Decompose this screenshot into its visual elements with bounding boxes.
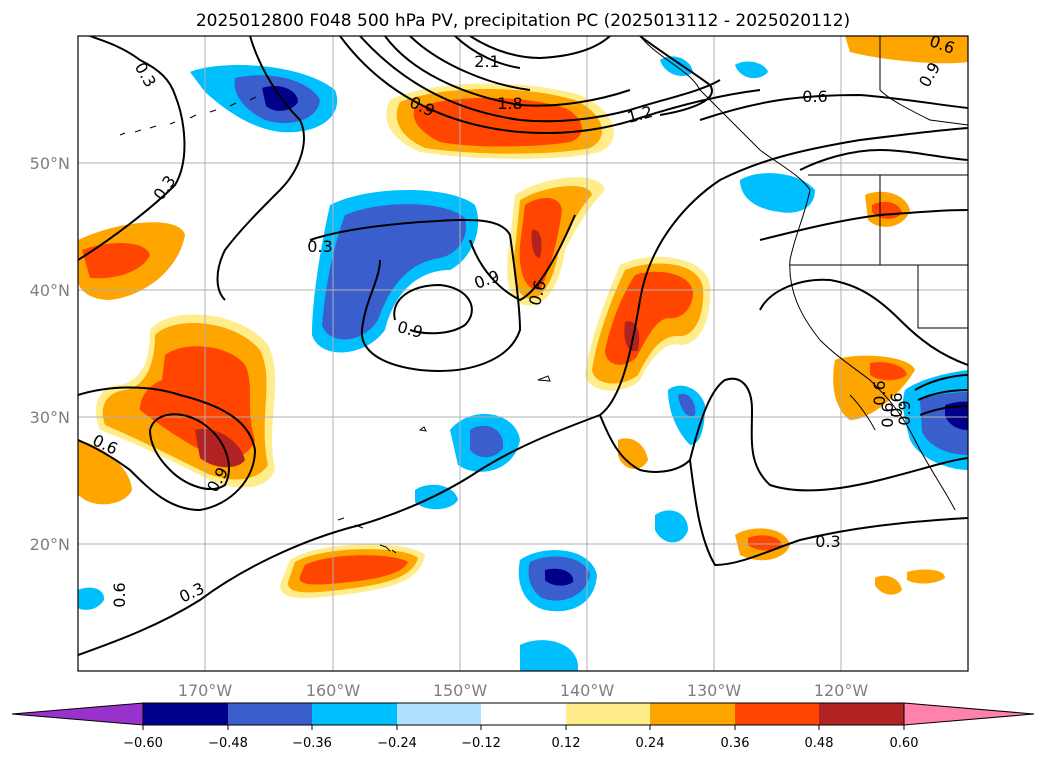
colorbar-tick-label: 0.36 — [721, 736, 750, 751]
pv-contours — [78, 36, 968, 656]
contour-label: 0.6 — [110, 582, 129, 607]
colorbar-segment — [650, 703, 735, 725]
figure-title: 2025012800 F048 500 hPa PV, precipitatio… — [196, 11, 850, 31]
lon-tick-label: 130°W — [687, 681, 742, 700]
colorbar-tick-label: −0.48 — [208, 736, 248, 751]
colorbar-segment — [397, 703, 481, 725]
contour-label: 1.8 — [497, 94, 522, 113]
gridlines — [78, 36, 968, 671]
colorbar-segment — [481, 703, 566, 725]
colorbar-tick-label: 0.24 — [636, 736, 665, 751]
colorbar: −0.60 −0.48 −0.36 −0.24 −0.12 0.12 0.24 … — [11, 702, 1035, 751]
colorbar-tick-label: 0.12 — [552, 736, 581, 751]
coastlines — [119, 36, 968, 554]
colorbar-segment — [228, 703, 312, 725]
colorbar-extend-min — [11, 702, 144, 726]
map-area: 0.3 2.1 0.6 0.9 1.8 1.2 0.6 0.9 0.3 0.3 … — [77, 31, 969, 672]
colorbar-tick-label: −0.24 — [377, 736, 417, 751]
lat-tick-label: 20°N — [30, 535, 70, 554]
lon-tick-label: 140°W — [560, 681, 615, 700]
colorbar-segment — [735, 703, 819, 725]
colorbar-tick-label: 0.60 — [890, 736, 919, 751]
lat-tick-label: 50°N — [30, 154, 70, 173]
lon-tick-label: 160°W — [306, 681, 361, 700]
latitude-tick-labels: 50°N 40°N 30°N 20°N — [30, 154, 70, 554]
colorbar-segment — [819, 703, 904, 725]
lat-tick-label: 40°N — [30, 281, 70, 300]
colorbar-segment — [566, 703, 650, 725]
contour-label: 2.1 — [474, 52, 499, 71]
colorbar-tick-label: −0.60 — [123, 736, 163, 751]
contour-label: 0.6 — [870, 380, 889, 405]
colorbar-segment — [143, 703, 228, 725]
lon-tick-label: 120°W — [814, 681, 869, 700]
contour-label: 0.6 — [802, 87, 827, 106]
lon-tick-label: 150°W — [433, 681, 488, 700]
colorbar-tick-label: 0.48 — [805, 736, 834, 751]
contour-label: 0.6 — [878, 402, 897, 427]
contour-label: 0.3 — [815, 532, 840, 551]
contour-label: 0.3 — [307, 237, 332, 256]
contour-label: 0.6 — [887, 392, 906, 417]
colorbar-tick-label: −0.36 — [292, 736, 332, 751]
lat-tick-label: 30°N — [30, 408, 70, 427]
lon-tick-label: 170°W — [178, 681, 233, 700]
colorbar-tick-label: −0.12 — [461, 736, 501, 751]
colorbar-extend-max — [903, 702, 1035, 726]
longitude-tick-labels: 170°W 160°W 150°W 140°W 130°W 120°W — [178, 681, 869, 700]
colorbar-frame — [142, 702, 905, 726]
precipitation-shading — [78, 36, 968, 671]
map-frame — [77, 35, 969, 672]
contour-label: 0.9 — [895, 400, 914, 425]
colorbar-segment — [312, 703, 397, 725]
